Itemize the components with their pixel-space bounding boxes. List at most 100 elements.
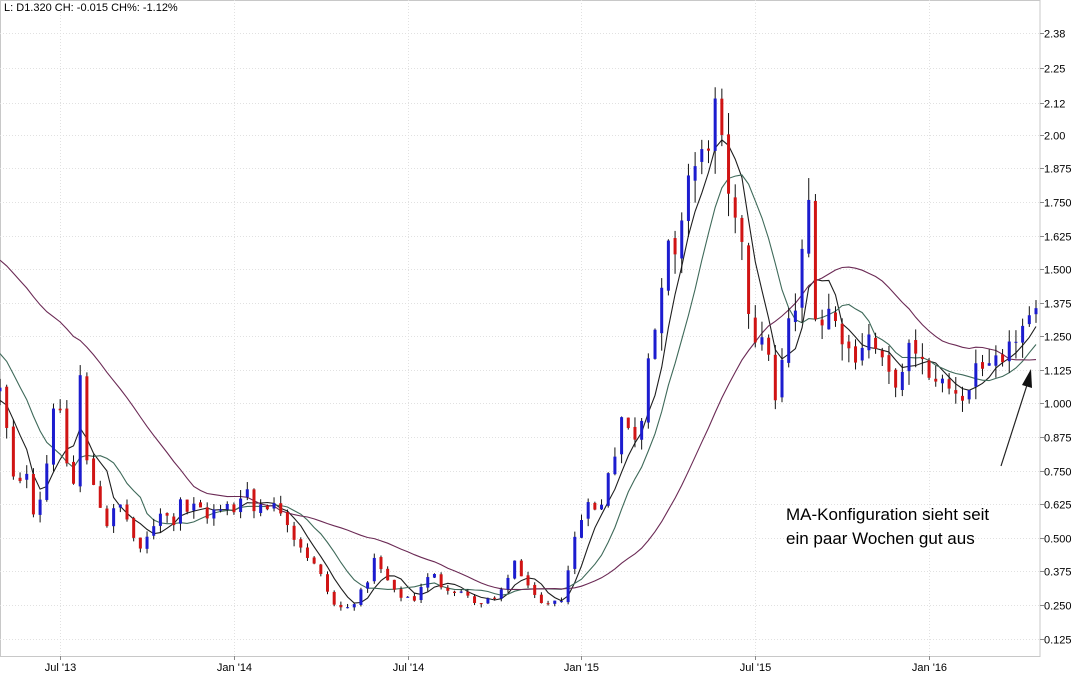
candle-down bbox=[125, 504, 129, 520]
candle-up bbox=[680, 220, 684, 259]
candle-down bbox=[526, 575, 530, 586]
candle-up bbox=[25, 473, 29, 480]
y-tick-label: 1.750 bbox=[1044, 198, 1072, 210]
annotation-arrow bbox=[1000, 369, 1032, 467]
axis-layer: 0.125 0.250 0.375 0.500 0.625 0.750 0.875 1.000… bbox=[45, 29, 1072, 675]
x-tick-label: Jul '13 bbox=[45, 662, 76, 674]
y-tick-label: 2.38 bbox=[1044, 29, 1065, 41]
candle-down bbox=[934, 378, 938, 382]
candle-up bbox=[900, 371, 904, 391]
candle-up bbox=[1034, 308, 1038, 315]
candle-down bbox=[312, 557, 316, 564]
candle-down bbox=[473, 596, 477, 604]
candle-down bbox=[85, 376, 89, 461]
y-tick-label: 0.250 bbox=[1044, 601, 1072, 613]
candle-down bbox=[546, 603, 550, 605]
candle-down bbox=[673, 238, 677, 255]
candle-up bbox=[579, 520, 583, 538]
candle-down bbox=[446, 587, 450, 591]
y-tick-label: 2.00 bbox=[1044, 131, 1065, 143]
candle-up bbox=[158, 513, 162, 526]
candle-up bbox=[760, 337, 764, 345]
candle-down bbox=[98, 486, 102, 508]
candle-down bbox=[72, 461, 76, 484]
change-pct-label: CH%: bbox=[111, 2, 140, 14]
candle-up bbox=[640, 420, 644, 440]
candle-up bbox=[940, 378, 944, 384]
candle-up bbox=[359, 589, 363, 605]
y-tick-label: 0.125 bbox=[1044, 635, 1072, 647]
candle-down bbox=[319, 564, 323, 574]
candle-down bbox=[813, 200, 817, 320]
candle-up bbox=[372, 557, 376, 582]
x-tick-label: Jan '14 bbox=[217, 662, 252, 674]
candle-up bbox=[686, 175, 690, 222]
candle-down bbox=[326, 574, 330, 592]
candle-up bbox=[606, 473, 610, 506]
candle-down bbox=[887, 355, 891, 372]
y-tick-label: 1.000 bbox=[1044, 399, 1072, 411]
candle-down bbox=[706, 148, 710, 151]
candle-up bbox=[486, 598, 490, 604]
candle-up bbox=[787, 318, 791, 363]
candle-down bbox=[626, 417, 630, 428]
candle-up bbox=[974, 363, 978, 387]
candle-up bbox=[145, 536, 149, 549]
candle-down bbox=[880, 350, 884, 358]
candle-down bbox=[58, 408, 62, 411]
candle-down bbox=[305, 547, 309, 558]
candle-down bbox=[1001, 354, 1005, 363]
candle-up bbox=[245, 489, 249, 498]
candle-down bbox=[519, 560, 523, 577]
candle-up bbox=[1007, 341, 1011, 362]
candle-up bbox=[780, 359, 784, 398]
candles bbox=[0, 87, 1038, 611]
candle-down bbox=[727, 134, 731, 194]
candle-down bbox=[753, 317, 757, 343]
change-value: -0.015 bbox=[76, 2, 108, 14]
candle-down bbox=[339, 604, 343, 608]
y-tick-label: 0.375 bbox=[1044, 567, 1072, 579]
candle-down bbox=[265, 505, 269, 510]
candle-up bbox=[666, 240, 670, 291]
candle-up bbox=[406, 596, 410, 598]
candle-down bbox=[927, 360, 931, 378]
candle-up bbox=[506, 577, 510, 590]
y-tick-label: 0.625 bbox=[1044, 500, 1072, 512]
candle-up bbox=[586, 502, 590, 519]
candle-down bbox=[292, 525, 296, 540]
candle-up bbox=[45, 463, 49, 500]
candle-up bbox=[653, 329, 657, 359]
candle-up bbox=[907, 342, 911, 372]
candle-down bbox=[767, 337, 771, 355]
candle-down bbox=[31, 473, 35, 515]
candle-down bbox=[205, 507, 209, 519]
candle-down bbox=[466, 591, 470, 596]
candle-up bbox=[38, 499, 42, 515]
candle-up bbox=[51, 408, 55, 465]
candle-down bbox=[747, 245, 751, 314]
candle-up bbox=[987, 363, 991, 366]
candle-up bbox=[426, 577, 430, 588]
candle-up bbox=[800, 248, 804, 308]
candle-up bbox=[1014, 341, 1018, 343]
y-tick-label: 0.875 bbox=[1044, 433, 1072, 445]
candle-up bbox=[793, 310, 797, 323]
candle-down bbox=[11, 426, 15, 477]
candle-down bbox=[593, 502, 597, 510]
candle-up bbox=[459, 591, 463, 593]
candle-up bbox=[860, 347, 864, 361]
chart-annotation: MA-Konfiguration sieht seit ein paar Woc… bbox=[786, 503, 989, 551]
candle-down bbox=[720, 98, 724, 135]
candle-down bbox=[539, 594, 543, 604]
candle-up bbox=[259, 504, 263, 513]
x-tick-label: Jul '14 bbox=[393, 662, 424, 674]
candle-down bbox=[386, 568, 390, 581]
annotation-line-1: MA-Konfiguration sieht seit bbox=[786, 505, 990, 524]
candle-up bbox=[559, 601, 563, 603]
candle-up bbox=[212, 509, 216, 519]
candle-up bbox=[807, 199, 811, 254]
candle-up bbox=[0, 387, 2, 392]
candle-up bbox=[994, 355, 998, 366]
